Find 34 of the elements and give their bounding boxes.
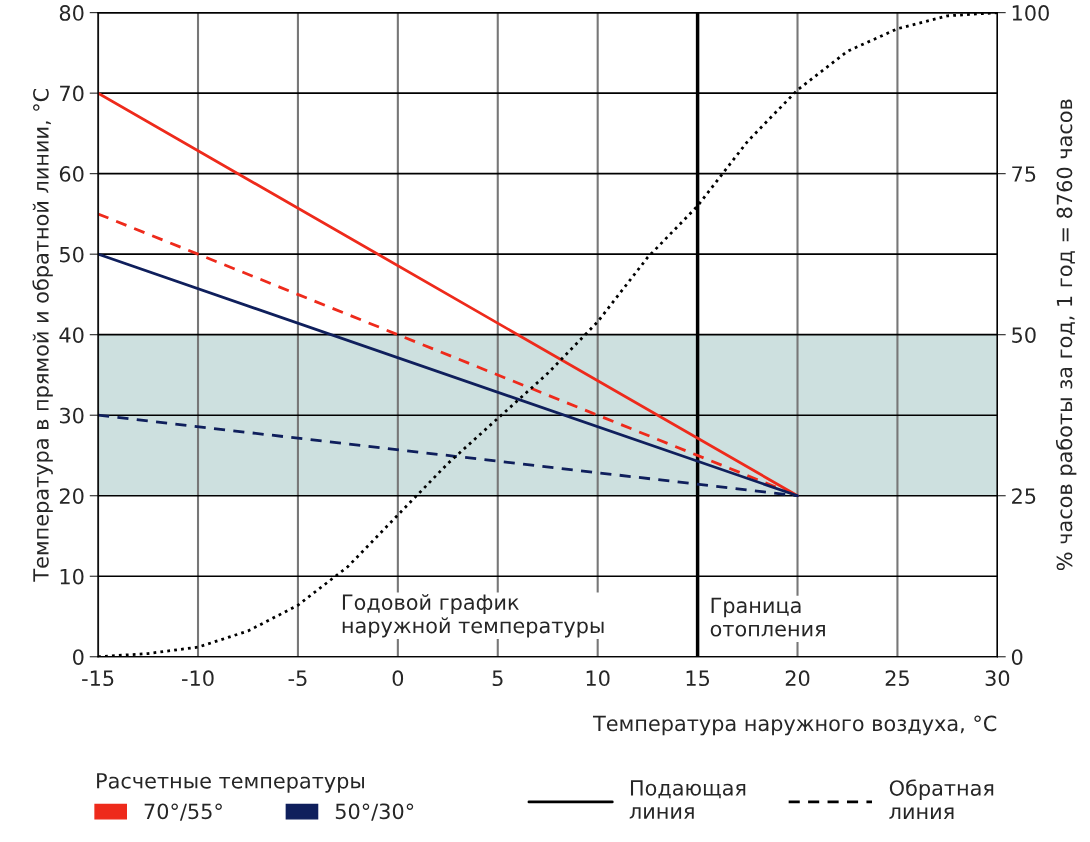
y2-tick-label: 0 <box>1011 649 1023 665</box>
y2-tick-label: 75 <box>1012 166 1036 182</box>
x-tick-label: -5 <box>288 670 307 687</box>
x-tick-label: 5 <box>492 670 503 687</box>
annotation: Годовой график наружной температуры <box>342 594 604 638</box>
x-tick-label: 25 <box>885 670 909 687</box>
y-tick-label: 60 <box>59 166 84 182</box>
legend-title: Расчетные температуры <box>97 773 364 793</box>
text: Подающая линия <box>629 780 746 819</box>
y2-tick-label: 50 <box>1012 327 1036 343</box>
y2-axis-title: % часов работы за год, 1 год = 8760 часов <box>1055 99 1077 571</box>
y-tick-label: 80 <box>59 5 84 21</box>
y2-tick-label: 25 <box>1012 488 1036 504</box>
y-tick-label: 50 <box>60 246 84 263</box>
x-tick-label: -10 <box>182 670 214 687</box>
y2-tick-label: 100 <box>1012 5 1049 21</box>
y-tick-label: 30 <box>59 407 84 424</box>
x-tick-label: 20 <box>785 670 810 687</box>
legend-label: 70°/55° <box>144 803 222 821</box>
y-tick-label: 40 <box>59 327 84 343</box>
x-tick-label: 15 <box>686 670 710 687</box>
legend-label: 50°/30° <box>335 803 414 821</box>
x-tick-label: 30 <box>985 670 1010 687</box>
text: Обратная линия <box>889 779 994 819</box>
y-tick-label: 70 <box>60 85 84 102</box>
y-tick-label: 20 <box>59 488 84 504</box>
y-tick-label: 10 <box>60 568 84 585</box>
y-axis-title: Температура в прямой и обратной линии, °C <box>32 88 53 582</box>
x-tick-label: 10 <box>586 670 610 687</box>
y-tick-label: 0 <box>73 649 84 665</box>
x-tick-label: -15 <box>82 670 114 687</box>
ref-line-label: Граница отопления <box>710 597 825 637</box>
x-tick-label: 0 <box>392 670 404 687</box>
x-axis-title: Температура наружного воздуха, °C <box>592 715 997 736</box>
